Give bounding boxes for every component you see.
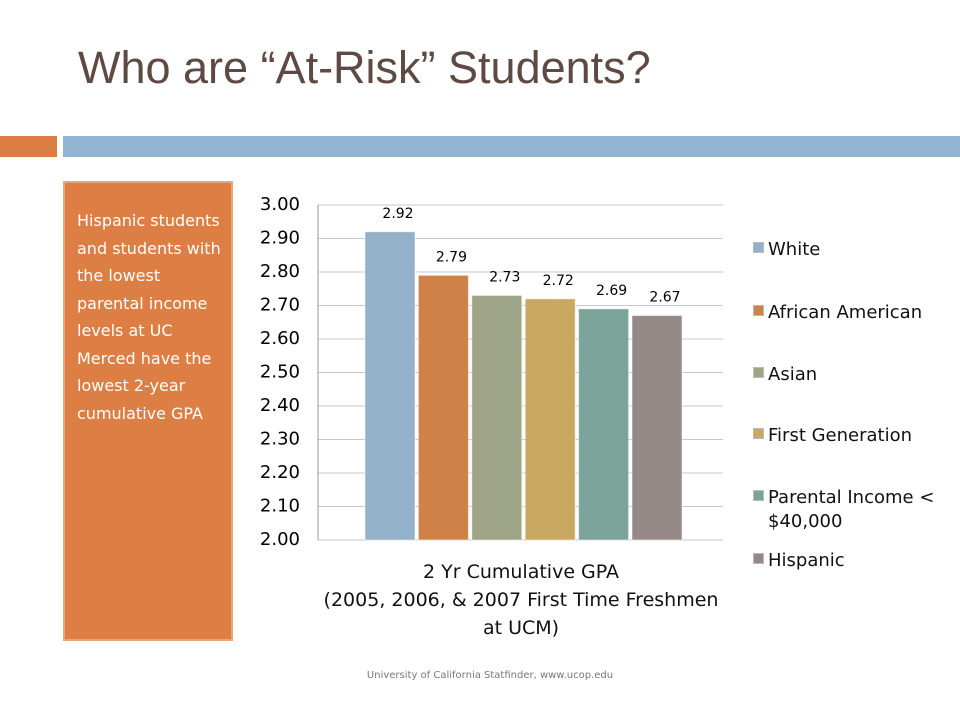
legend-item: First Generation bbox=[753, 424, 953, 448]
bar bbox=[417, 274, 469, 541]
legend-label: Asian bbox=[768, 364, 818, 385]
legend-label: Hispanic bbox=[768, 550, 845, 571]
y-tick-label: 2.90 bbox=[260, 228, 300, 249]
y-tick-label: 2.50 bbox=[260, 362, 300, 383]
y-tick-label: 2.70 bbox=[260, 295, 300, 316]
legend-label: White bbox=[768, 239, 821, 260]
bar bbox=[524, 298, 576, 541]
legend-swatch bbox=[753, 305, 764, 316]
y-tick-label: 2.20 bbox=[260, 462, 300, 483]
value-label: 2.79 bbox=[436, 249, 467, 265]
legend-item: Parental Income < $40,000 bbox=[753, 486, 953, 534]
bar bbox=[631, 315, 683, 541]
legend-swatch bbox=[753, 242, 764, 253]
legend-label: Parental Income < $40,000 bbox=[768, 487, 935, 532]
legend-item: Asian bbox=[753, 363, 953, 387]
y-tick-label: 2.60 bbox=[260, 328, 300, 349]
legend-label: First Generation bbox=[768, 425, 913, 446]
bar bbox=[471, 294, 523, 541]
legend-swatch bbox=[753, 428, 764, 439]
value-label: 2.72 bbox=[543, 273, 574, 289]
legend-item: African American bbox=[753, 301, 953, 325]
y-tick-label: 2.10 bbox=[260, 496, 300, 517]
legend-item: White bbox=[753, 238, 953, 262]
value-label: 2.69 bbox=[596, 283, 627, 299]
legend-swatch bbox=[753, 490, 764, 501]
y-tick-label: 2.00 bbox=[260, 529, 300, 550]
value-label: 2.92 bbox=[382, 206, 413, 222]
legend-item: Hispanic bbox=[753, 549, 953, 573]
y-tick-label: 3.00 bbox=[260, 194, 300, 215]
bar bbox=[364, 231, 416, 541]
value-label: 2.67 bbox=[649, 290, 680, 306]
sidebar: Hispanic students and students with the … bbox=[63, 181, 233, 641]
sidebar-text: Hispanic students and students with the … bbox=[77, 211, 221, 423]
y-tick-label: 2.80 bbox=[260, 261, 300, 282]
legend-swatch bbox=[753, 367, 764, 378]
legend-swatch bbox=[753, 553, 764, 564]
header-bar bbox=[63, 136, 960, 157]
source-note: University of California Statfinder, www… bbox=[366, 670, 614, 681]
slide-title: Who are “At-Risk” Students? bbox=[78, 42, 651, 93]
y-tick-label: 2.30 bbox=[260, 429, 300, 450]
x-category-label: 2 Yr Cumulative GPA (2005, 2006, & 2007 … bbox=[323, 561, 719, 639]
bar bbox=[578, 308, 630, 541]
legend-label: African American bbox=[768, 302, 923, 323]
accent-bar bbox=[0, 136, 57, 157]
y-tick-label: 2.40 bbox=[260, 395, 300, 416]
value-label: 2.73 bbox=[489, 269, 520, 285]
